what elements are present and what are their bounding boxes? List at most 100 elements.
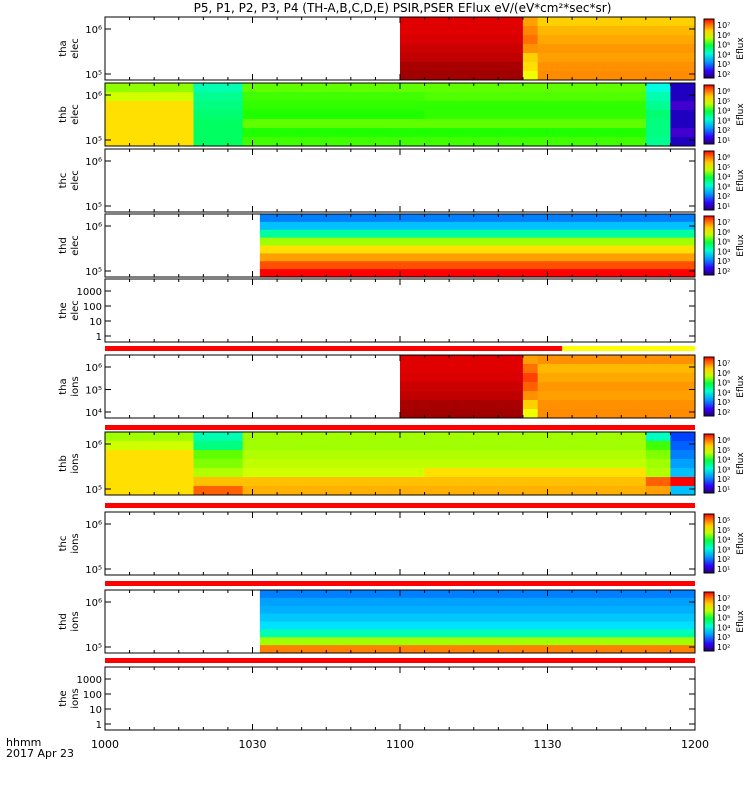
colorbar (703, 433, 715, 494)
colorbar-tick-label: 10⁷ (717, 359, 730, 368)
spectrogram-cell (522, 26, 539, 36)
spectrogram-cell (259, 590, 696, 599)
time-tick-label: 1130 (534, 738, 562, 751)
spectrogram-cell (670, 92, 696, 102)
panel-label: elec (70, 104, 81, 125)
colorbar-tick-label: 10⁵ (717, 446, 730, 455)
spectrogram-cell (259, 621, 696, 630)
spectrogram-cell (400, 62, 524, 72)
spectrogram-cell (537, 391, 696, 401)
spectrogram-cell (193, 110, 244, 120)
y-tick-label: 10⁵ (85, 136, 102, 147)
spectrogram-cell (400, 26, 524, 36)
spectrogram-cell (259, 237, 696, 246)
y-tick-label: 1000 (77, 675, 102, 686)
colorbar-tick-label: 10⁷ (717, 21, 730, 30)
spectrogram-cell (193, 101, 244, 111)
y-tick-label: 10 (89, 705, 102, 716)
colorbar-tick-label: 10⁴ (717, 623, 730, 632)
y-tick-label: 10⁶ (85, 520, 102, 531)
spectrogram-cell (522, 53, 539, 63)
spectrogram-cell (259, 645, 696, 654)
colorbar-tick-label: 10⁵ (717, 516, 730, 525)
spectrogram-cell (645, 477, 671, 487)
spectrogram-cell (105, 137, 194, 147)
colorbar-label: Eflux (736, 452, 746, 475)
spectrogram-cell (537, 35, 696, 45)
spectrogram-cell (193, 486, 244, 496)
spectrogram-cell (424, 432, 647, 442)
spectrogram-cell (193, 459, 244, 469)
y-tick-label: 10⁶ (85, 363, 102, 374)
spectrogram-cell (193, 441, 244, 451)
spectrogram-cell (105, 432, 194, 442)
colorbar (703, 215, 715, 276)
spectrogram-cell (424, 137, 647, 147)
spectrogram-cell (242, 137, 426, 147)
spectrogram-cell (259, 221, 696, 231)
colorbar-label: Eflux (736, 234, 746, 257)
spectrogram-cell (400, 71, 524, 81)
colorbar-tick-label: 10² (717, 475, 730, 484)
colorbar-tick-label: 10² (717, 192, 730, 201)
spectrogram-cell (400, 391, 524, 401)
colorbar-tick-label: 10⁶ (717, 604, 730, 613)
spectrogram-cell (400, 35, 524, 45)
colorbar-tick-label: 10¹ (717, 565, 730, 574)
spectrogram-cell (670, 119, 696, 129)
spectrogram-cell (670, 128, 696, 138)
colorbar-tick-label: 10⁶ (717, 31, 730, 40)
spectrogram-cell (242, 128, 426, 138)
spectrogram-cell (242, 459, 426, 469)
spectrogram-cell (645, 110, 671, 120)
colorbar-tick-label: 10² (717, 408, 730, 417)
colorbar-tick-label: 10⁶ (717, 87, 730, 96)
time-tick-label: 1030 (239, 738, 267, 751)
flag-bar-segment (105, 658, 695, 663)
spectrogram-cell (259, 629, 696, 638)
colorbar-tick-label: 10³ (717, 633, 730, 642)
spectrogram-cell (424, 441, 647, 451)
time-tick-label: 1100 (386, 738, 414, 751)
time-axis-caption: hhmm 2017 Apr 23 (6, 737, 74, 759)
spectrogram-cell (537, 364, 696, 374)
panel-label: thc (58, 173, 69, 189)
panel-frame (104, 148, 696, 213)
colorbar (703, 84, 715, 145)
colorbar-tick-label: 10³ (717, 398, 730, 407)
colorbar-tick-label: 10⁵ (717, 526, 730, 535)
spectrogram-cell (645, 459, 671, 469)
spectrogram-cell (242, 441, 426, 451)
panel-label: thb (58, 106, 69, 123)
panel-label: elec (70, 38, 81, 59)
colorbar-tick-label: 10⁵ (717, 163, 730, 172)
spectrogram-cell (242, 119, 426, 129)
flag-bar-segment (562, 346, 695, 351)
colorbar-label: Eflux (736, 103, 746, 126)
spectrogram-cell (259, 261, 696, 270)
y-tick-label: 10⁶ (85, 91, 102, 102)
spectrogram-cell (400, 53, 524, 63)
y-tick-label: 10⁵ (85, 386, 102, 397)
spectrogram-cell (645, 83, 671, 93)
spectrogram-cell (522, 382, 539, 392)
spectrogram-cell (193, 83, 244, 93)
spectrogram-cell (105, 83, 194, 93)
spectrogram-cell (400, 44, 524, 54)
spectrogram-cell (242, 83, 426, 93)
spectrogram-cell (259, 605, 696, 615)
panel-label: elec (70, 235, 81, 256)
colorbar-tick-label: 10¹ (717, 202, 730, 211)
spectrogram-cell (670, 468, 696, 478)
colorbar-tick-label: 10² (717, 267, 730, 276)
spectrogram-cell (400, 409, 524, 419)
spectrogram-cell (105, 477, 194, 487)
spectrogram-cell (645, 101, 671, 111)
spectrogram-cell (537, 382, 696, 392)
spectrogram-cell (645, 450, 671, 460)
spectrogram-cell (537, 17, 696, 27)
y-tick-label: 10⁵ (85, 485, 102, 496)
colorbar-label: Eflux (736, 37, 746, 60)
y-tick-label: 10 (89, 317, 102, 328)
panel-label: elec (70, 170, 81, 191)
